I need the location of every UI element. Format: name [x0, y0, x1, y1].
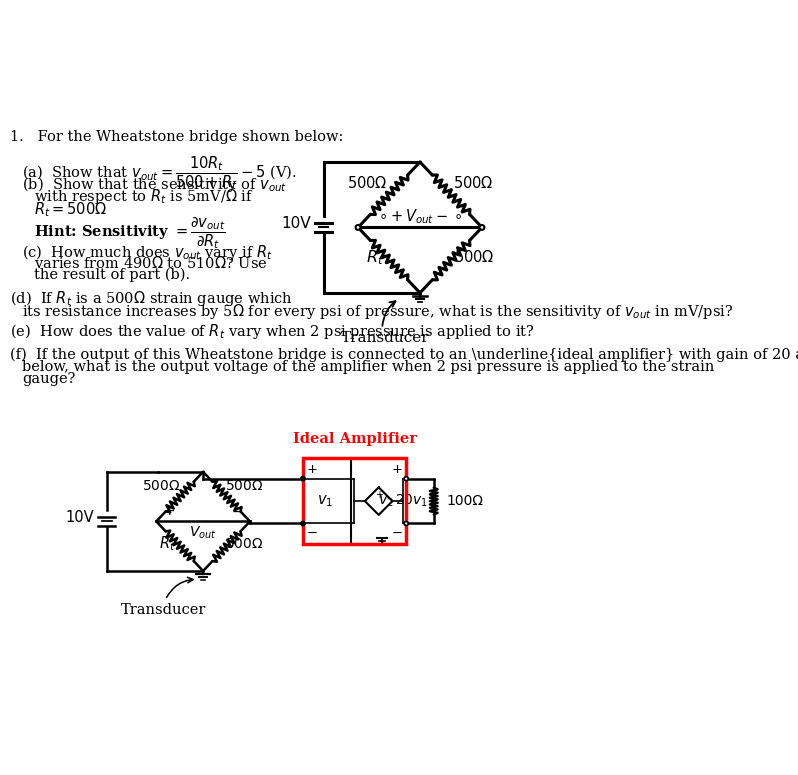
- Text: $V_{out}$: $V_{out}$: [189, 525, 217, 541]
- Text: Hint: Sensitivity $= \dfrac{\partial v_{out}}{\partial R_t}$: Hint: Sensitivity $= \dfrac{\partial v_{…: [34, 215, 226, 251]
- Text: 500$\Omega$: 500$\Omega$: [453, 174, 494, 191]
- Text: with respect to $R_t$ is 5mV/$\Omega$ if: with respect to $R_t$ is 5mV/$\Omega$ if: [34, 188, 255, 206]
- Circle shape: [404, 522, 409, 525]
- Text: 1.   For the Wheatstone bridge shown below:: 1. For the Wheatstone bridge shown below…: [10, 129, 343, 143]
- Text: 500$\Omega$: 500$\Omega$: [143, 479, 181, 493]
- Text: Transducer: Transducer: [342, 332, 430, 346]
- Text: $-$: $-$: [391, 525, 403, 539]
- Text: +: +: [306, 463, 318, 476]
- Text: $R_t$: $R_t$: [159, 535, 176, 553]
- Text: varies from 490$\Omega$ to 510$\Omega$? Use: varies from 490$\Omega$ to 510$\Omega$? …: [34, 255, 268, 271]
- Text: 100Ω: 100Ω: [446, 494, 483, 508]
- Text: $-$: $-$: [231, 504, 243, 518]
- Circle shape: [301, 477, 305, 480]
- Circle shape: [480, 225, 484, 230]
- Text: $20v_1$: $20v_1$: [395, 493, 429, 509]
- Circle shape: [356, 225, 361, 230]
- Text: below, what is the output voltage of the amplifier when 2 psi pressure is applie: below, what is the output voltage of the…: [22, 360, 714, 374]
- Bar: [303, 458, 406, 544]
- Text: 500$\Omega$: 500$\Omega$: [454, 250, 495, 265]
- Text: (c)  How much does $v_{out}$ vary if $R_t$: (c) How much does $v_{out}$ vary if $R_t…: [22, 243, 273, 262]
- Text: $v_1$: $v_1$: [317, 493, 333, 509]
- Text: Ideal Amplifier: Ideal Amplifier: [293, 432, 417, 446]
- Text: 500$\Omega$: 500$\Omega$: [347, 174, 387, 191]
- Text: +: +: [163, 504, 175, 518]
- Text: $\circ +V_{out} -\circ$: $\circ +V_{out} -\circ$: [378, 208, 462, 226]
- Text: 10V: 10V: [65, 511, 94, 525]
- Circle shape: [301, 522, 305, 525]
- Circle shape: [301, 522, 305, 525]
- Text: (a)  Show that $v_{out} = \dfrac{10R_t}{500+R_t} - 5$ (V).: (a) Show that $v_{out} = \dfrac{10R_t}{5…: [22, 154, 297, 192]
- Circle shape: [404, 477, 409, 480]
- Text: (d)  If $R_t$ is a 500$\Omega$ strain gauge which: (d) If $R_t$ is a 500$\Omega$ strain gau…: [10, 289, 293, 308]
- Text: the result of part (b).: the result of part (b).: [34, 267, 191, 282]
- Text: +: +: [375, 490, 383, 500]
- Text: $v_2$: $v_2$: [377, 493, 394, 509]
- Text: Transducer: Transducer: [120, 604, 206, 618]
- Text: $R_t = 500\Omega$: $R_t = 500\Omega$: [34, 200, 108, 219]
- Text: (b)  Show that the sensitivity of $v_{out}$: (b) Show that the sensitivity of $v_{out…: [22, 175, 287, 194]
- Circle shape: [301, 477, 305, 480]
- Text: 500$\Omega$: 500$\Omega$: [225, 479, 263, 493]
- Text: 10V: 10V: [282, 216, 311, 232]
- Text: +: +: [392, 463, 403, 476]
- Text: $R_t$: $R_t$: [366, 248, 384, 267]
- Text: $-$: $-$: [306, 525, 318, 539]
- Text: (f)  If the output of this Wheatstone bridge is connected to an \underline{ideal: (f) If the output of this Wheatstone bri…: [10, 347, 798, 362]
- Text: gauge?: gauge?: [22, 372, 75, 386]
- Text: (e)  How does the value of $R_t$ vary when 2 psi pressure is applied to it?: (e) How does the value of $R_t$ vary whe…: [10, 322, 535, 342]
- Text: its resistance increases by 5$\Omega$ for every psi of pressure, what is the sen: its resistance increases by 5$\Omega$ fo…: [22, 301, 733, 321]
- Text: 500$\Omega$: 500$\Omega$: [225, 537, 263, 551]
